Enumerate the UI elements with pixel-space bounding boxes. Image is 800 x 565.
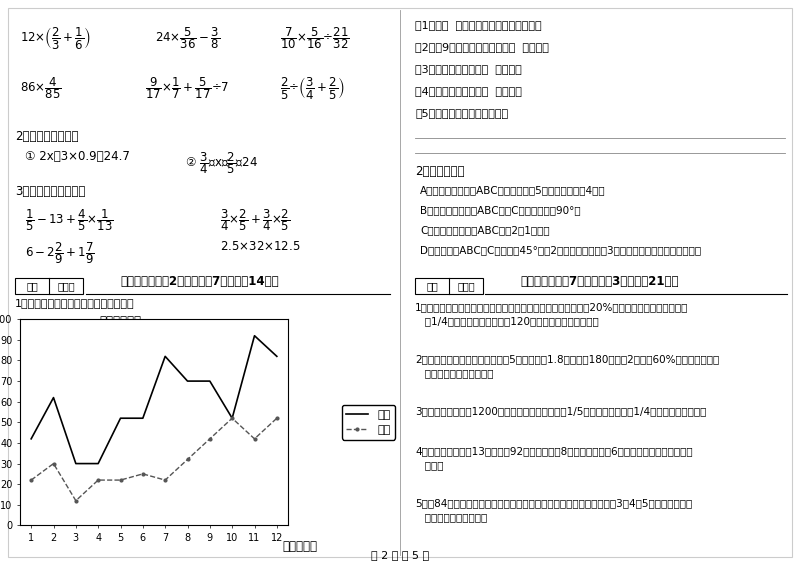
Text: A、将下面的三角形ABC，先向下平移5格，再向左平移4格。: A、将下面的三角形ABC，先向下平移5格，再向左平移4格。 — [420, 185, 606, 195]
Text: C、将下面的三角形ABC，按2：1放大。: C、将下面的三角形ABC，按2：1放大。 — [420, 225, 550, 235]
Text: 4．蜘蛛和蚂蚱共有13只，腿共92条（一只蜘蛛8条腿，一只蚂蚱6条腿），蜘蛛和蚂蚱各有多: 4．蜘蛛和蚂蚱共有13只，腿共92条（一只蜘蛛8条腿，一只蚂蚱6条腿），蜘蛛和蚂… — [415, 446, 693, 456]
Text: $24×\dfrac{5}{36}-\dfrac{3}{8}$: $24×\dfrac{5}{36}-\dfrac{3}{8}$ — [155, 25, 220, 51]
收入 — [227, 415, 237, 421]
Text: （1）、（  ）月份收入和支出相差最小。: （1）、（ ）月份收入和支出相差最小。 — [415, 20, 542, 30]
Text: 评卷人: 评卷人 — [457, 281, 475, 291]
Line: 支出: 支出 — [28, 415, 280, 503]
Text: 三条边各是多少厘米？: 三条边各是多少厘米？ — [415, 512, 487, 522]
支出 — [94, 477, 103, 484]
Text: 3．能简算的要简算。: 3．能简算的要简算。 — [15, 185, 86, 198]
Text: 5．用84厘米长的铁丝围成一个三角形，这个三角形三条边长度的比是3：4：5，这个三角形的: 5．用84厘米长的铁丝围成一个三角形，这个三角形三条边长度的比是3：4：5，这个… — [415, 498, 692, 508]
收入 — [138, 415, 148, 421]
Text: 得分: 得分 — [426, 281, 438, 291]
收入 — [116, 415, 126, 421]
Text: $\dfrac{3}{4}×\dfrac{2}{5}+\dfrac{3}{4}×\dfrac{2}{5}$: $\dfrac{3}{4}×\dfrac{2}{5}+\dfrac{3}{4}×… — [220, 207, 290, 233]
Text: $\dfrac{2}{5}÷\left(\dfrac{3}{4}+\dfrac{2}{5}\right)$: $\dfrac{2}{5}÷\left(\dfrac{3}{4}+\dfrac{… — [280, 75, 345, 101]
Text: B、将下面的三角形ABC，绕C点逆时针旋转90°。: B、将下面的三角形ABC，绕C点逆时针旋转90°。 — [420, 205, 581, 215]
支出 — [182, 456, 192, 463]
Bar — [15, 278, 83, 294]
Text: $\dfrac{9}{17}×\dfrac{1}{7}+\dfrac{5}{17}÷7$: $\dfrac{9}{17}×\dfrac{1}{7}+\dfrac{5}{17… — [145, 75, 230, 101]
Text: 2．依次解答：: 2．依次解答： — [415, 165, 465, 178]
支出 — [26, 477, 36, 484]
Text: （4）、平均每月支出（  ）万元。: （4）、平均每月支出（ ）万元。 — [415, 86, 522, 96]
Text: ① 2x＋3×0.9＝24.7: ① 2x＋3×0.9＝24.7 — [25, 150, 130, 163]
Text: 评卷人: 评卷人 — [57, 281, 75, 291]
Text: 2．解方程或比例。: 2．解方程或比例。 — [15, 130, 78, 143]
Text: 1．请根据下面的统计图回答下列问题。: 1．请根据下面的统计图回答下列问题。 — [15, 298, 134, 308]
支出 — [227, 415, 237, 421]
收入 — [49, 394, 58, 401]
支出 — [116, 477, 126, 484]
Bar — [415, 278, 483, 294]
Text: $\dfrac{7}{10}×\dfrac{5}{16}÷\dfrac{21}{32}$: $\dfrac{7}{10}×\dfrac{5}{16}÷\dfrac{21}{… — [280, 25, 350, 51]
Text: 3．新光农场种白菜1200公顷，种的萝卜是白菜的1/5，萝卜又是黄瓜的1/4，种黄瓜多少公顷？: 3．新光农场种白菜1200公顷，种的萝卜是白菜的1/5，萝卜又是黄瓜的1/4，种… — [415, 406, 706, 416]
Text: $86×\dfrac{4}{85}$: $86×\dfrac{4}{85}$ — [20, 75, 62, 101]
Text: $6-2\dfrac{2}{9}+1\dfrac{7}{9}$: $6-2\dfrac{2}{9}+1\dfrac{7}{9}$ — [25, 240, 94, 266]
Legend: 收入, 支出: 收入, 支出 — [342, 405, 395, 440]
Text: $12×\left(\dfrac{2}{3}+\dfrac{1}{6}\right)$: $12×\left(\dfrac{2}{3}+\dfrac{1}{6}\righ… — [20, 25, 91, 51]
支出 — [49, 460, 58, 467]
支出 — [205, 436, 214, 442]
Text: 六、应用题（共7小题，每题3分，共计21分）: 六、应用题（共7小题，每题3分，共计21分） — [521, 275, 679, 288]
Text: 2．辆汽车从甲城到乙城，计划用5小时，实际1.8小时行了180千米，2全程的60%，照这样计算，: 2．辆汽车从甲城到乙城，计划用5小时，实际1.8小时行了180千米，2全程的60… — [415, 354, 719, 364]
Text: 得分: 得分 — [26, 281, 38, 291]
收入 — [160, 353, 170, 360]
Text: D、在三角形ABC的C点画偏东45°方向2厘米处画一个直径3厘米的圆（长度为实际长度）。: D、在三角形ABC的C点画偏东45°方向2厘米处画一个直径3厘米的圆（长度为实际… — [420, 245, 701, 255]
Text: （3）、全年实际收入（  ）万元。: （3）、全年实际收入（ ）万元。 — [415, 64, 522, 74]
Text: $\dfrac{1}{5}-13+\dfrac{4}{5}×\dfrac{1}{13}$: $\dfrac{1}{5}-13+\dfrac{4}{5}×\dfrac{1}{… — [25, 207, 114, 233]
Text: 全额（万元）: 全额（万元） — [99, 315, 141, 328]
Text: 五、综合题（共2小题，每题7分，共计14分）: 五、综合题（共2小题，每题7分，共计14分） — [121, 275, 279, 288]
Text: 少只？: 少只？ — [415, 460, 443, 470]
收入 — [94, 460, 103, 467]
收入 — [250, 332, 259, 339]
Text: 1．朝阳小学组织为灾区捐款活动，四年级的捐款数额占全校的20%，五年级的捐款数额占全校: 1．朝阳小学组织为灾区捐款活动，四年级的捐款数额占全校的20%，五年级的捐款数额… — [415, 302, 688, 312]
Text: 可提前几小时到达乙城？: 可提前几小时到达乙城？ — [415, 368, 494, 378]
支出 — [272, 415, 282, 421]
Text: 的1/4，五年级比四年级多捐120元。全校共捐款多少元？: 的1/4，五年级比四年级多捐120元。全校共捐款多少元？ — [415, 316, 598, 326]
Text: （5）、你还获得了哪些信息？: （5）、你还获得了哪些信息？ — [415, 108, 508, 118]
Text: $2.5×32×12.5$: $2.5×32×12.5$ — [220, 240, 300, 253]
收入 — [205, 377, 214, 384]
收入 — [26, 436, 36, 442]
收入 — [182, 377, 192, 384]
Text: ② $\dfrac{3}{4}$，x＝$\dfrac{2}{5}$，24: ② $\dfrac{3}{4}$，x＝$\dfrac{2}{5}$，24 — [185, 150, 258, 176]
Line: 收入: 收入 — [31, 336, 277, 463]
支出 — [250, 436, 259, 442]
Text: 月份（月）: 月份（月） — [282, 540, 318, 553]
收入 — [272, 353, 282, 360]
收入 — [71, 460, 81, 467]
Text: 第 2 页 共 5 页: 第 2 页 共 5 页 — [371, 550, 429, 560]
支出 — [138, 471, 148, 477]
Text: （2）、9月份收入和支出相差（  ）万元。: （2）、9月份收入和支出相差（ ）万元。 — [415, 42, 549, 52]
支出 — [160, 477, 170, 484]
支出 — [71, 497, 81, 504]
